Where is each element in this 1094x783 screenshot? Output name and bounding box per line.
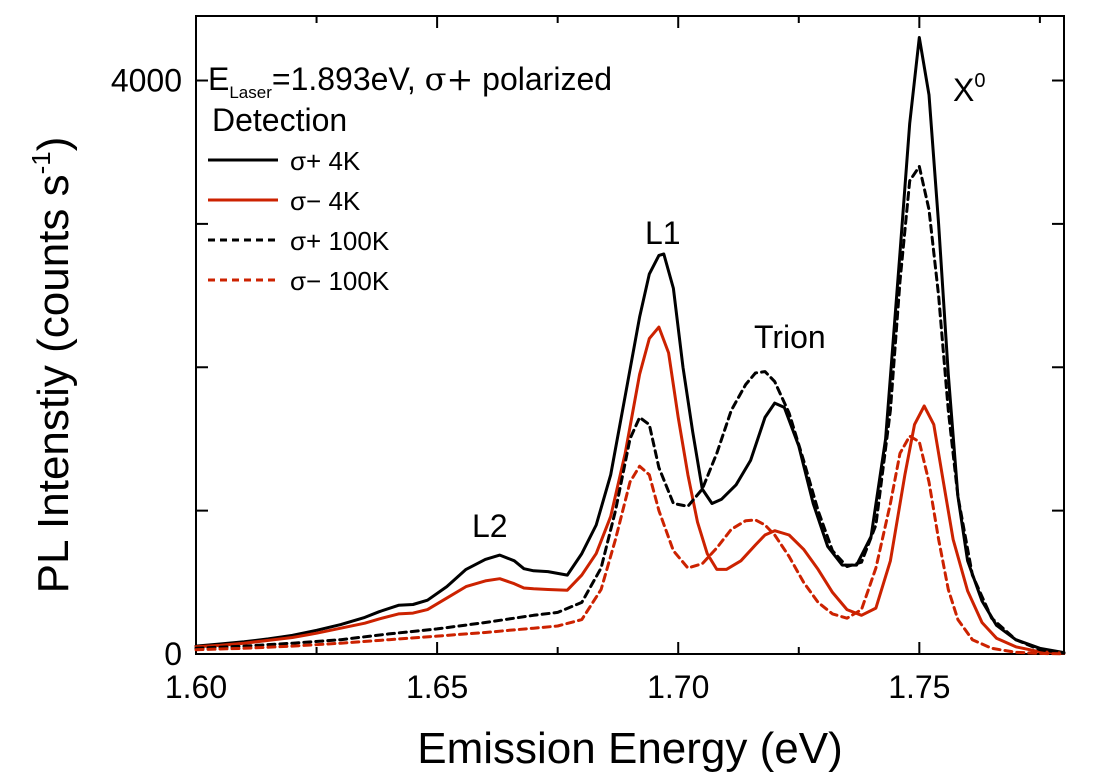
series-line-sm100: [194, 434, 1066, 656]
legend-label-sp100: σ+ 100K: [290, 226, 390, 256]
x0-label-main: X: [953, 72, 974, 108]
y-tick-label: 4000: [111, 63, 182, 99]
detection-label: Detection: [212, 102, 347, 138]
laser-annotation: ELaser=1.893eV, σ+ polarized: [208, 60, 612, 102]
series-line-sp100: [194, 165, 1066, 655]
x-tick-label: 1.70: [647, 669, 709, 705]
laser-annotation-prefix: E: [208, 61, 229, 97]
series-layer: [194, 36, 1066, 656]
plot-frame: [195, 15, 1065, 655]
x-tick-label: 1.75: [888, 669, 950, 705]
legend-label-sm4: σ− 4K: [290, 186, 361, 216]
x-tick-label: 1.65: [406, 669, 468, 705]
legend-label-sp4: σ+ 4K: [290, 146, 361, 176]
l2-label: L2: [472, 508, 508, 544]
y-tick-label: 0: [164, 636, 182, 672]
x-axis-title: Emission Energy (eV): [417, 724, 842, 773]
y-axis-title-main: PL Intenstiy (counts s: [29, 174, 78, 593]
axis-ticks: [195, 16, 1064, 655]
y-axis-title: PL Intenstiy (counts s-1): [26, 137, 78, 594]
y-axis-title-sup: -1: [26, 151, 56, 174]
legend-label-sm100: σ− 100K: [290, 266, 390, 296]
laser-annotation-sigma: σ+: [425, 60, 474, 98]
laser-annotation-sub: Laser: [229, 83, 272, 102]
laser-annotation-value: =1.893eV,: [272, 61, 425, 97]
x-tick-labels: 1.60 1.65 1.70 1.75: [165, 669, 951, 705]
x-tick-label: 1.60: [165, 669, 227, 705]
series-line-sp4: [194, 36, 1066, 655]
l1-label: L1: [645, 215, 681, 251]
x0-label: X0: [953, 70, 985, 108]
y-axis-title-close: ): [29, 137, 78, 152]
series-line-sm4: [194, 325, 1066, 655]
y-tick-labels: 0 4000: [111, 63, 182, 672]
x0-label-sup: 0: [974, 70, 985, 92]
trion-label: Trion: [754, 319, 826, 355]
laser-annotation-suffix: polarized: [473, 61, 612, 97]
legend: σ+ 4K σ− 4K σ+ 100K σ− 100K: [208, 146, 390, 296]
